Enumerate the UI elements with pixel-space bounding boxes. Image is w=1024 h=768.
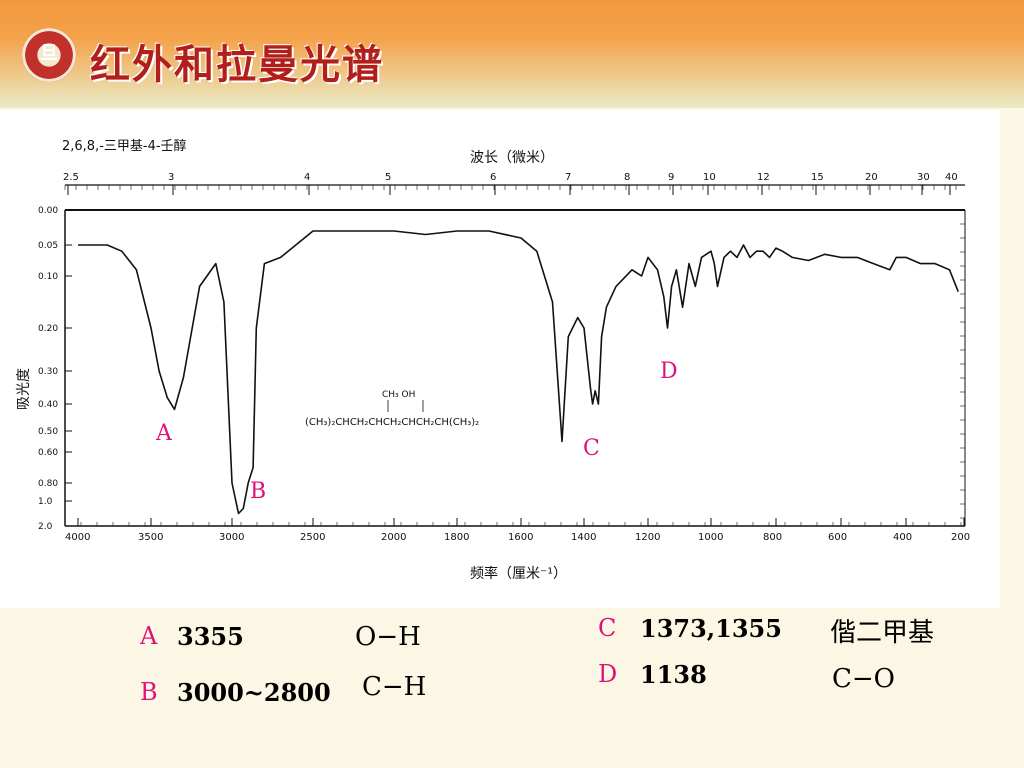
assign-group-d: C−O bbox=[832, 664, 895, 694]
bottom-tick-label: 3500 bbox=[138, 532, 163, 543]
bottom-tick-label: 600 bbox=[828, 532, 847, 543]
top-tick-label: 8 bbox=[624, 172, 630, 183]
y-tick-label: 0.50 bbox=[38, 427, 58, 437]
bottom-axis-label: 频率（厘米⁻¹） bbox=[470, 565, 567, 582]
assign-letter-c: C bbox=[598, 614, 617, 642]
y-tick-label: 0.00 bbox=[38, 206, 58, 216]
top-tick-label: 30 bbox=[917, 172, 930, 183]
top-tick-label: 7 bbox=[565, 172, 571, 183]
assign-letter-b: B bbox=[140, 678, 158, 706]
top-axis-label: 波长（微米） bbox=[470, 150, 554, 166]
y-tick-label: 1.0 bbox=[38, 497, 53, 507]
top-tick-label: 9 bbox=[668, 172, 674, 183]
bottom-tick-label: 200 bbox=[951, 532, 970, 543]
assign-group-c: 偕二甲基 bbox=[830, 618, 935, 648]
assign-group-a: O−H bbox=[355, 622, 421, 652]
bottom-tick-label: 1400 bbox=[571, 532, 596, 543]
bottom-tick-label: 2000 bbox=[381, 532, 406, 543]
y-tick-label: 0.30 bbox=[38, 367, 58, 377]
structure-formula-line: (CH₃)₂CHCH₂CHCH₂CHCH₂CH(CH₃)₂ bbox=[305, 417, 479, 428]
slide-title: 红外和拉曼光谱 bbox=[90, 42, 384, 88]
top-tick-label: 10 bbox=[703, 172, 716, 183]
bottom-tick-label: 1800 bbox=[444, 532, 469, 543]
peak-label-a: A bbox=[155, 421, 173, 446]
assign-letter-a: A bbox=[140, 622, 158, 650]
top-tick-label: 4 bbox=[304, 172, 310, 183]
bottom-tick-label: 400 bbox=[893, 532, 912, 543]
assign-wavenumber-a: 3355 bbox=[177, 622, 244, 651]
peak-label-d: D bbox=[660, 359, 678, 384]
bottom-tick-label: 4000 bbox=[65, 532, 90, 543]
structure-formula-line: CH₃ OH bbox=[382, 390, 415, 400]
university-logo: 旦 bbox=[22, 28, 76, 82]
bottom-tick-label: 1600 bbox=[508, 532, 533, 543]
top-tick-label: 20 bbox=[865, 172, 878, 183]
peak-label-c: C bbox=[583, 436, 600, 461]
chart-title: 2,6,8,-三甲基-4-壬醇 bbox=[62, 138, 187, 154]
assign-group-b: C−H bbox=[362, 672, 427, 702]
y-tick-label: 2.0 bbox=[38, 522, 53, 532]
y-tick-label: 0.80 bbox=[38, 479, 58, 489]
bottom-tick-label: 1200 bbox=[635, 532, 660, 543]
assign-letter-d: D bbox=[598, 660, 618, 688]
top-tick-label: 40 bbox=[945, 172, 958, 183]
y-axis-label: 吸光度 bbox=[16, 368, 32, 410]
assign-wavenumber-c: 1373,1355 bbox=[640, 614, 782, 643]
ir-spectrum-figure: 2,6,8,-三甲基-4-壬醇波长（微米） 2.5 3 4 5 6 7 8 9 10 12 15 20 3… bbox=[0, 110, 1000, 608]
top-tick-label: 12 bbox=[757, 172, 770, 183]
y-tick-label: 0.60 bbox=[38, 448, 58, 458]
y-tick-label: 0.20 bbox=[38, 324, 58, 334]
top-tick-label: 15 bbox=[811, 172, 824, 183]
assign-wavenumber-b: 3000~2800 bbox=[177, 678, 331, 707]
peak-label-b: B bbox=[250, 479, 266, 504]
bottom-tick-label: 800 bbox=[763, 532, 782, 543]
top-tick-label: 3 bbox=[168, 172, 174, 183]
top-tick-label: 6 bbox=[490, 172, 496, 183]
spectrum-trace bbox=[78, 230, 959, 515]
y-tick-label: 0.05 bbox=[38, 241, 58, 251]
top-tick-label: 2.5 bbox=[63, 172, 79, 183]
bottom-tick-label: 2500 bbox=[300, 532, 325, 543]
bottom-tick-label: 3000 bbox=[219, 532, 244, 543]
bottom-tick-label: 1000 bbox=[698, 532, 723, 543]
y-tick-label: 0.10 bbox=[38, 272, 58, 282]
top-tick-label: 5 bbox=[385, 172, 391, 183]
slide-header: 旦 红外和拉曼光谱 bbox=[0, 0, 1024, 108]
y-tick-label: 0.40 bbox=[38, 400, 58, 410]
assign-wavenumber-d: 1138 bbox=[640, 660, 707, 689]
